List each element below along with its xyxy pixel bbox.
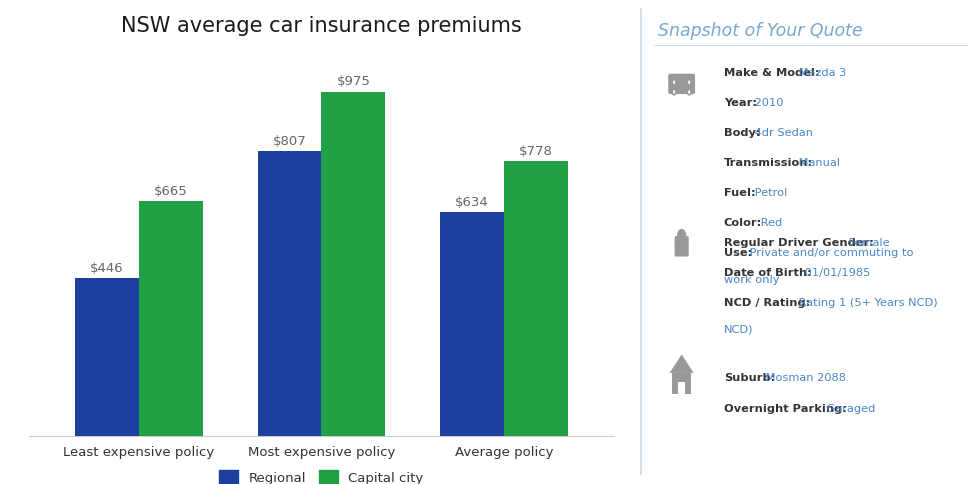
Text: Red: Red bbox=[757, 218, 782, 228]
Text: NCD): NCD) bbox=[724, 324, 753, 333]
Bar bbox=[505, 162, 568, 436]
Text: Make & Model:: Make & Model: bbox=[724, 68, 819, 78]
Circle shape bbox=[688, 80, 692, 86]
Text: 4dr Sedan: 4dr Sedan bbox=[751, 128, 813, 138]
Text: Mazda 3: Mazda 3 bbox=[795, 68, 846, 78]
Text: Mosman 2088: Mosman 2088 bbox=[763, 373, 846, 383]
FancyBboxPatch shape bbox=[674, 76, 690, 89]
Bar bbox=[138, 201, 203, 436]
Text: $446: $446 bbox=[90, 261, 124, 274]
Text: Snapshot of Your Quote: Snapshot of Your Quote bbox=[658, 22, 863, 40]
Text: Suburb:: Suburb: bbox=[724, 373, 775, 383]
Polygon shape bbox=[669, 355, 693, 373]
Text: Rating 1 (5+ Years NCD): Rating 1 (5+ Years NCD) bbox=[795, 297, 938, 307]
Text: Transmission:: Transmission: bbox=[724, 158, 812, 168]
Legend: Regional, Capital city: Regional, Capital city bbox=[214, 465, 429, 484]
Text: $807: $807 bbox=[273, 135, 307, 147]
Bar bbox=[257, 151, 321, 436]
Text: Year:: Year: bbox=[724, 98, 757, 108]
Circle shape bbox=[672, 90, 676, 95]
Text: Petrol: Petrol bbox=[751, 188, 788, 198]
Text: Color:: Color: bbox=[724, 218, 762, 228]
Circle shape bbox=[688, 90, 692, 95]
Text: Female: Female bbox=[844, 237, 889, 247]
Text: NCD / Rating:: NCD / Rating: bbox=[724, 297, 810, 307]
Text: Date of Birth:: Date of Birth: bbox=[724, 267, 811, 277]
Text: Manual: Manual bbox=[795, 158, 841, 168]
Text: Use:: Use: bbox=[724, 248, 752, 258]
Bar bbox=[75, 279, 138, 436]
FancyBboxPatch shape bbox=[672, 373, 692, 394]
Text: Garaged: Garaged bbox=[823, 403, 875, 413]
FancyBboxPatch shape bbox=[668, 75, 695, 95]
Text: 2010: 2010 bbox=[751, 98, 784, 108]
Text: $665: $665 bbox=[154, 184, 188, 197]
Text: Regular Driver Gender:: Regular Driver Gender: bbox=[724, 237, 874, 247]
FancyBboxPatch shape bbox=[678, 382, 685, 394]
Text: Body:: Body: bbox=[724, 128, 760, 138]
Text: Fuel:: Fuel: bbox=[724, 188, 755, 198]
Text: $634: $634 bbox=[455, 195, 489, 208]
Circle shape bbox=[677, 229, 687, 243]
Bar bbox=[321, 92, 386, 436]
Text: work only: work only bbox=[724, 274, 779, 284]
Text: $778: $778 bbox=[519, 145, 553, 157]
Title: NSW average car insurance premiums: NSW average car insurance premiums bbox=[121, 16, 522, 36]
Text: 01/01/1985: 01/01/1985 bbox=[801, 267, 870, 277]
Text: $975: $975 bbox=[336, 75, 370, 88]
Circle shape bbox=[672, 80, 676, 86]
Bar bbox=[440, 212, 505, 436]
Text: Overnight Parking:: Overnight Parking: bbox=[724, 403, 846, 413]
Text: Private and/or commuting to: Private and/or commuting to bbox=[746, 248, 914, 258]
FancyBboxPatch shape bbox=[675, 237, 689, 257]
